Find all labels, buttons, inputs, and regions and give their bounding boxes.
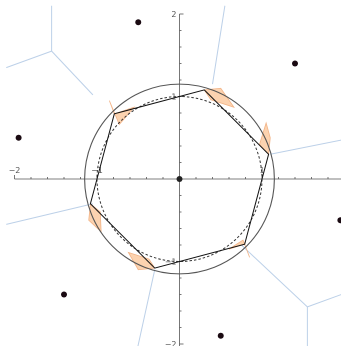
- y-tick-label: −1: [165, 258, 177, 267]
- shaded-region-6: [109, 100, 136, 126]
- voronoi-edge-9: [137, 269, 156, 346]
- site-point-4: [337, 217, 341, 224]
- x-tick-label: −2: [9, 166, 21, 175]
- voronoi-edge-6: [241, 244, 308, 308]
- voronoi-edges: [6, 5, 341, 346]
- voronoi-edge-10: [6, 203, 93, 225]
- shaded-region-4: [127, 251, 156, 271]
- y-tick-label: 1: [171, 93, 176, 102]
- site-point-5: [61, 291, 67, 298]
- voronoi-edge-8: [307, 294, 341, 308]
- origin-point: [176, 176, 183, 182]
- voronoi-edge-1: [51, 50, 94, 96]
- y-tick-label: 2: [171, 10, 176, 19]
- site-point-6: [217, 332, 224, 339]
- shaded-region-3: [228, 239, 250, 258]
- shaded-regions: [88, 87, 271, 271]
- y-tick-label: −2: [165, 340, 177, 346]
- tick-marks: [14, 13, 329, 345]
- outer-circle: [84, 83, 275, 275]
- shaded-region-1: [203, 87, 235, 108]
- site-point-2: [292, 60, 298, 67]
- voronoi-sites: [15, 19, 341, 339]
- site-point-3: [15, 134, 22, 141]
- voronoi-edge-4: [212, 5, 226, 85]
- site-point-1: [135, 19, 142, 26]
- voronoi-edge-5: [270, 139, 341, 155]
- voronoi-edge-2: [6, 50, 52, 69]
- hexagon-outline: [89, 89, 270, 269]
- tick-labels: −2 −1 121−1−2: [9, 10, 265, 346]
